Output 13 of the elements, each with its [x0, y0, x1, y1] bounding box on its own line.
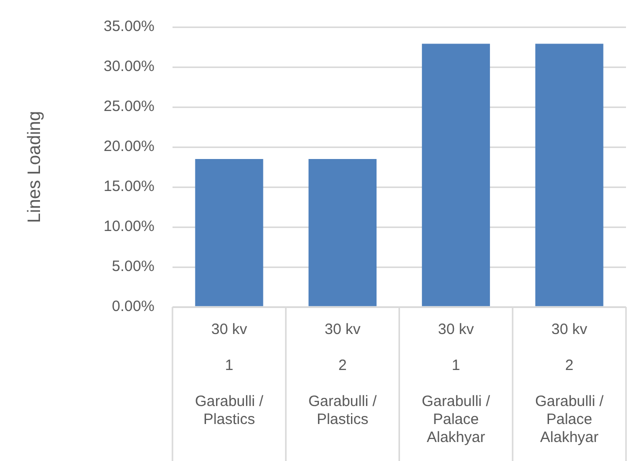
category-label: 30 kv 2 Garabulli / Palace Alakhyar [535, 321, 604, 446]
y-tick-label: 30.00% [104, 58, 154, 76]
category-label: 30 kv 1 Garabulli / Plastics [194, 321, 264, 428]
y-tick-label: 35.00% [104, 18, 154, 36]
y-tick-label: 0.00% [112, 298, 154, 316]
y-tick-label: 25.00% [104, 98, 154, 116]
y-tick-label: 10.00% [104, 218, 154, 236]
y-tick-label: 5.00% [112, 258, 154, 276]
y-axis-title: Lines Loading [24, 110, 44, 224]
category-label: 30 kv 2 Garabulli / Plastics [308, 321, 377, 428]
y-tick-label: 20.00% [104, 138, 154, 156]
category-label: 30 kv 1 Garabulli / Palace Alakhyar [422, 321, 490, 446]
y-tick-label: 15.00% [104, 178, 154, 196]
